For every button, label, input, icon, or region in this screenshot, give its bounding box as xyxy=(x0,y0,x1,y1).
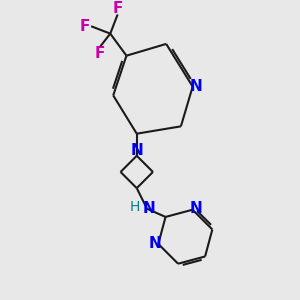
Text: N: N xyxy=(142,201,155,216)
Text: N: N xyxy=(148,236,161,251)
Text: H: H xyxy=(130,200,140,214)
Text: N: N xyxy=(190,201,202,216)
Text: N: N xyxy=(190,79,203,94)
Text: F: F xyxy=(112,1,123,16)
Text: N: N xyxy=(130,143,143,158)
Text: F: F xyxy=(80,19,90,34)
Text: F: F xyxy=(95,46,105,61)
